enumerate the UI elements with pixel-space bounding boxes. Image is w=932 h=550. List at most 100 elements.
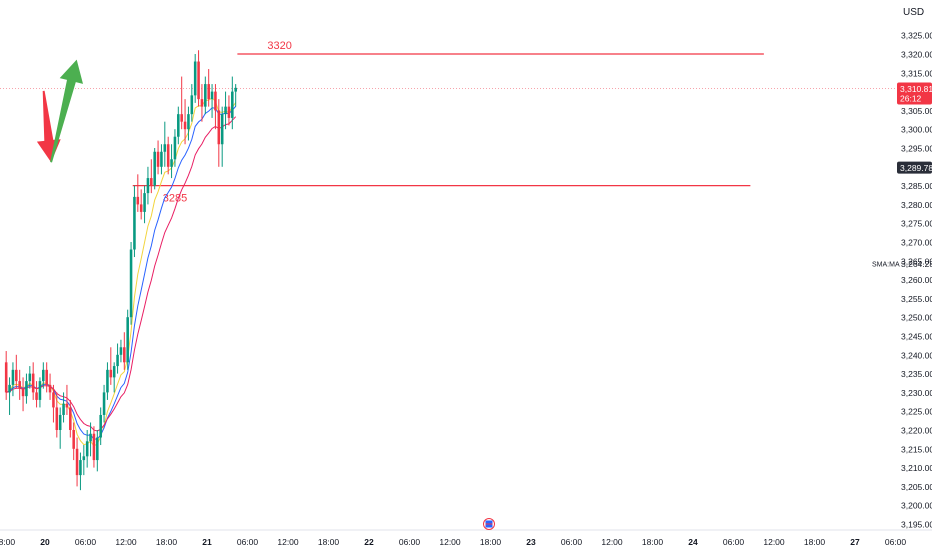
level-label: 3285 <box>163 193 187 205</box>
candle-body[interactable] <box>129 249 133 318</box>
candle-body[interactable] <box>99 414 102 438</box>
candle-body[interactable] <box>139 204 143 212</box>
time-tick-label: 12:00 <box>277 537 299 547</box>
price-tick-label: 3,200.00 <box>901 501 932 511</box>
candle-body[interactable] <box>183 121 187 130</box>
candle-body[interactable] <box>156 151 160 167</box>
price-tick-label: 3,280.00 <box>901 200 932 210</box>
time-tick-label: 06:00 <box>561 537 583 547</box>
candle-body[interactable] <box>79 460 82 476</box>
price-tick-label: 3,265.00 <box>901 256 932 266</box>
candle-body[interactable] <box>82 456 86 461</box>
time-tick-label: 12:00 <box>763 537 785 547</box>
candle-body[interactable] <box>126 317 129 363</box>
price-tick-label: 3,270.00 <box>901 238 932 248</box>
candle-body[interactable] <box>52 392 55 408</box>
us-flag-icon[interactable] <box>483 518 495 530</box>
time-axis[interactable]: 18:00 20 06:00 12:00 18:00 21 06:00 12:00 18:00 2… <box>0 537 906 547</box>
time-tick-label: 24 <box>688 537 698 547</box>
candle-body[interactable] <box>187 114 190 130</box>
candle-body[interactable] <box>8 384 11 393</box>
price-tick-label: 3,325.00 <box>901 31 932 41</box>
candle-body[interactable] <box>173 136 177 160</box>
candle-body[interactable] <box>45 369 48 385</box>
candle-body[interactable] <box>197 61 200 100</box>
sma-name-label: SMA:MA <box>872 262 900 269</box>
price-tick-label: 3,300.00 <box>901 125 932 135</box>
candle-body[interactable] <box>42 369 45 382</box>
candle-body[interactable] <box>180 114 183 122</box>
time-tick-label: 06:00 <box>399 537 421 547</box>
candle-body[interactable] <box>25 381 28 397</box>
up-arrow[interactable] <box>50 59 83 163</box>
candle-body[interactable] <box>21 388 25 397</box>
candle-body[interactable] <box>143 193 146 212</box>
candle-body[interactable] <box>150 178 153 186</box>
candle-body[interactable] <box>190 95 194 115</box>
candle-body[interactable] <box>28 373 32 382</box>
candle-body[interactable] <box>133 196 136 250</box>
candle-body[interactable] <box>89 433 92 442</box>
candle-body[interactable] <box>227 106 231 118</box>
candle-body[interactable] <box>123 347 126 363</box>
candle-body[interactable] <box>62 403 65 415</box>
candle-body[interactable] <box>136 196 140 205</box>
candle-body[interactable] <box>65 403 69 408</box>
candle-body[interactable] <box>160 151 163 167</box>
candle-body[interactable] <box>204 84 207 107</box>
price-tick-label: 3,215.00 <box>901 444 932 454</box>
candle-body[interactable] <box>106 369 109 393</box>
candle-body[interactable] <box>18 381 21 389</box>
candle-body[interactable] <box>58 414 62 430</box>
time-tick-label: 18:00 <box>480 537 502 547</box>
candle-body[interactable] <box>85 441 89 457</box>
time-tick-label: 18:00 <box>804 537 826 547</box>
candle-body[interactable] <box>96 437 99 461</box>
candle-body[interactable] <box>224 106 227 115</box>
candle-body[interactable] <box>31 373 35 393</box>
candle-body[interactable] <box>109 369 113 378</box>
price-tick-label: 3,250.00 <box>901 313 932 323</box>
candle-body[interactable] <box>102 392 106 415</box>
candle-body[interactable] <box>48 384 52 393</box>
candle-body[interactable] <box>116 354 119 367</box>
moving-averages <box>5 97 237 447</box>
candle-body[interactable] <box>92 433 96 461</box>
candle-body[interactable] <box>200 99 204 107</box>
candle-body[interactable] <box>170 159 173 167</box>
time-tick-label: 18:00 <box>318 537 340 547</box>
candle-body[interactable] <box>4 362 8 393</box>
time-tick-label: 18:00 <box>156 537 178 547</box>
candle-body[interactable] <box>75 448 79 476</box>
price-tick-label: 3,210.00 <box>901 463 932 473</box>
candle-body[interactable] <box>214 91 217 111</box>
candle-body[interactable] <box>72 430 75 449</box>
candle-body[interactable] <box>146 178 150 194</box>
candle-body[interactable] <box>166 144 170 167</box>
candle-body[interactable] <box>69 407 72 430</box>
candle-body[interactable] <box>220 114 224 145</box>
ma-line-red <box>6 116 237 432</box>
candle-body[interactable] <box>35 392 38 400</box>
candle-body[interactable] <box>55 407 59 430</box>
candle-body[interactable] <box>231 91 234 118</box>
candle-body[interactable] <box>210 91 214 100</box>
candle-body[interactable] <box>15 369 18 382</box>
price-tick-label: 3,275.00 <box>901 219 932 229</box>
candle-body[interactable] <box>163 144 167 152</box>
candle-body[interactable] <box>153 151 156 186</box>
candle-body[interactable] <box>234 87 237 92</box>
candle-body[interactable] <box>112 366 116 378</box>
candle-body[interactable] <box>38 381 42 400</box>
candle-body[interactable] <box>11 369 15 385</box>
down-arrow[interactable] <box>36 90 61 163</box>
candle-body[interactable] <box>177 114 180 137</box>
price-tick-label: 3,320.00 <box>901 50 932 60</box>
time-tick-label: 18:00 <box>642 537 664 547</box>
candle-body[interactable] <box>193 61 197 96</box>
candle-body[interactable] <box>207 84 210 100</box>
candle-body[interactable] <box>217 110 221 145</box>
candle-body[interactable] <box>119 347 123 355</box>
